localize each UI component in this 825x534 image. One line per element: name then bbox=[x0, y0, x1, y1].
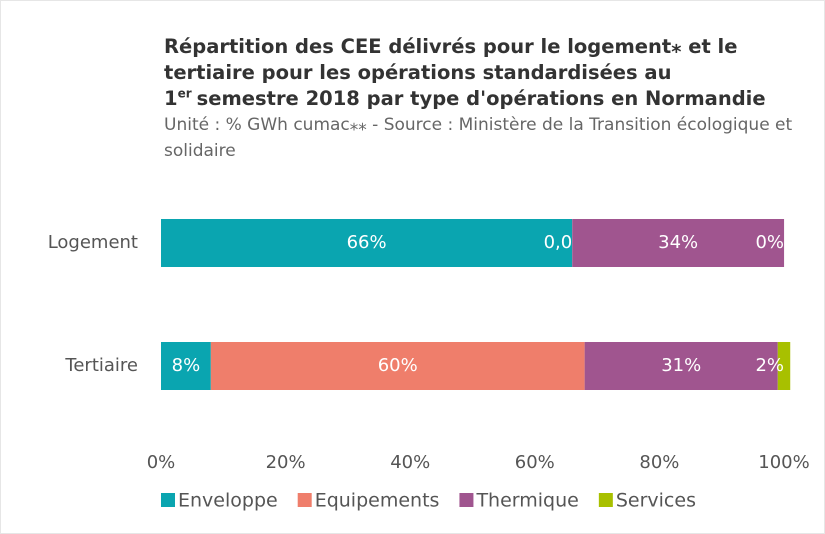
legend-swatch bbox=[161, 493, 175, 507]
legend-swatch bbox=[598, 493, 613, 507]
value-label: 0% bbox=[755, 232, 784, 253]
value-label: 66% bbox=[347, 232, 387, 253]
y-tick-label: Logement bbox=[48, 232, 138, 253]
chart-subtitle: Unité : % GWh cumac⁎⁎ - Source : Ministè… bbox=[164, 115, 793, 161]
bar-segment bbox=[584, 342, 778, 390]
bar-segment bbox=[777, 342, 791, 390]
x-tick-label: 80% bbox=[639, 452, 679, 473]
value-label: 2% bbox=[755, 355, 784, 376]
legend-swatch bbox=[459, 493, 474, 507]
bar-segment bbox=[161, 342, 211, 390]
value-label: 31% bbox=[661, 355, 701, 376]
bar-segment bbox=[210, 342, 585, 390]
x-tick-label: 60% bbox=[515, 452, 555, 473]
legend-label: Enveloppe bbox=[178, 490, 278, 512]
legend-swatch bbox=[297, 493, 312, 507]
bar-segment bbox=[572, 219, 785, 267]
legend-label: Thermique bbox=[475, 490, 578, 512]
x-tick-label: 0% bbox=[147, 452, 176, 473]
title-superscript: er bbox=[177, 86, 192, 101]
bar-segment bbox=[161, 219, 573, 267]
title-text: Répartition des CEE délivrés pour le log… bbox=[164, 35, 738, 110]
value-label: 8% bbox=[172, 355, 201, 376]
header: Répartition des CEE délivrés pour le log… bbox=[164, 34, 804, 164]
value-label: 60% bbox=[378, 355, 418, 376]
value-label: 34% bbox=[658, 232, 698, 253]
x-tick-label: 100% bbox=[758, 452, 809, 473]
chart-title: Répartition des CEE délivrés pour le log… bbox=[164, 34, 804, 112]
x-tick-label: 20% bbox=[266, 452, 306, 473]
legend-label: Equipements bbox=[315, 490, 440, 512]
x-tick-label: 40% bbox=[390, 452, 430, 473]
y-tick-label: Tertiaire bbox=[64, 355, 138, 376]
title-text: semestre 2018 par type d'opérations en N… bbox=[196, 87, 766, 110]
legend-label: Services bbox=[616, 490, 696, 512]
